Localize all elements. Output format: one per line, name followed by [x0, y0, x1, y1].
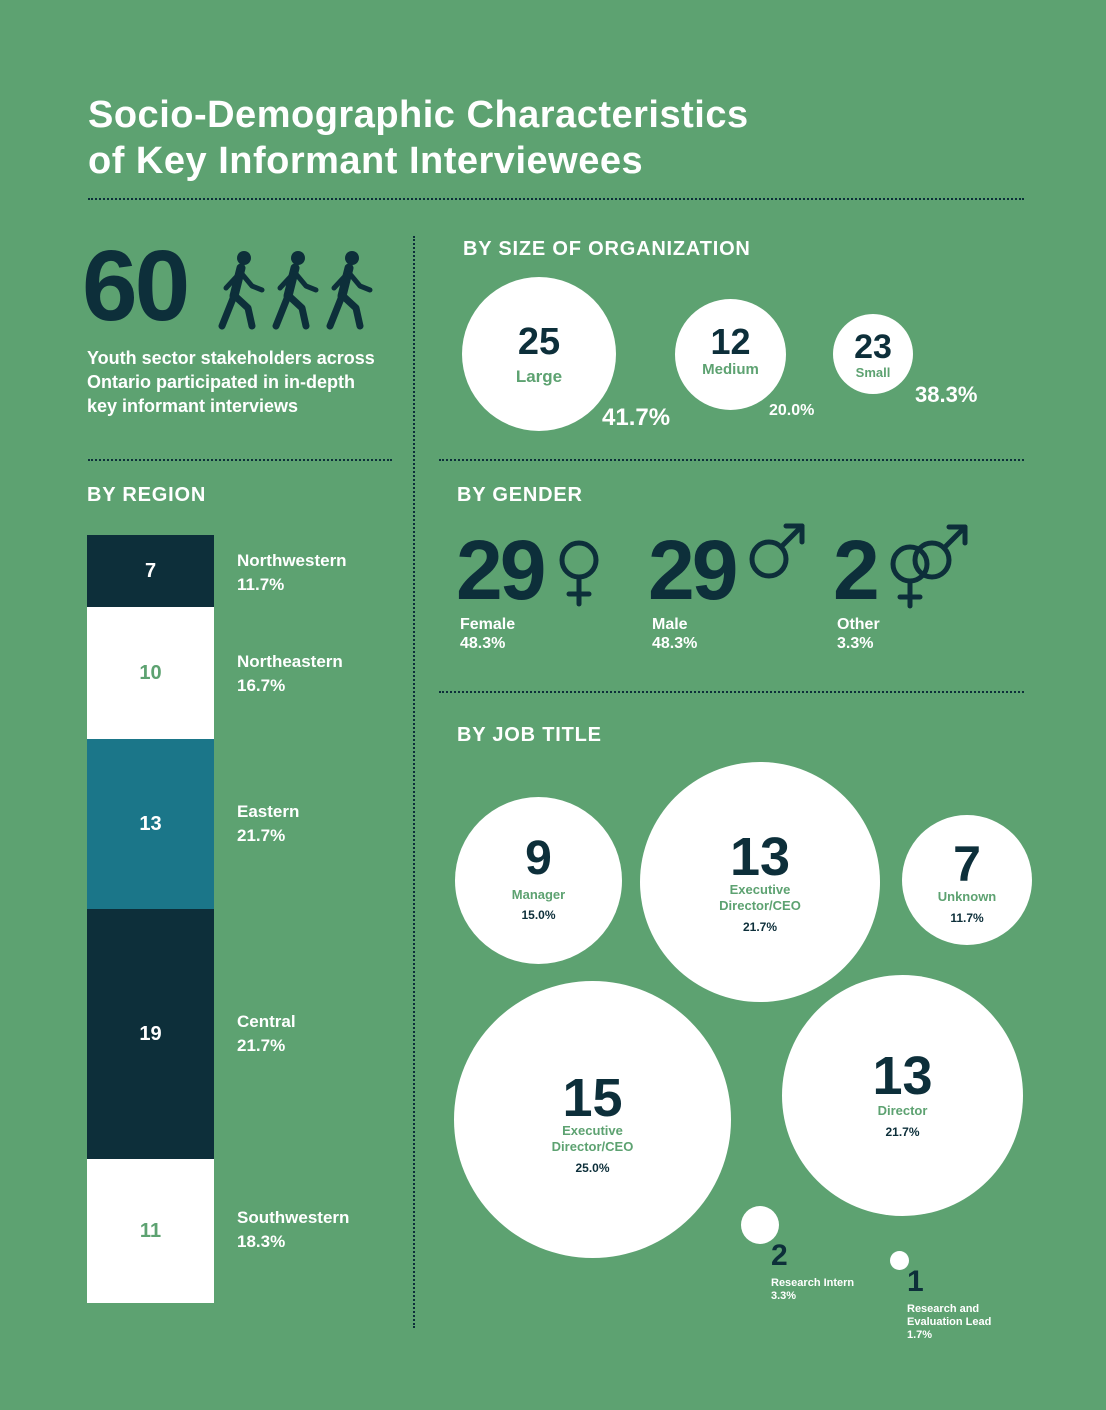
region-label-central: Central 21.7%: [237, 1012, 296, 1055]
size-pct-large: 41.7%: [602, 404, 671, 431]
job-count-research-intern: 2: [771, 1239, 788, 1272]
region-bar-southwestern: 11: [87, 1159, 214, 1303]
job-circle-unknown: 7 Unknown 11.7%: [902, 815, 1032, 945]
divider-vertical: [413, 236, 415, 1328]
job-circle-executive-director-b: 15 Executive Director/CEO 25.0%: [454, 981, 731, 1258]
size-pct-medium: 20.0%: [769, 402, 815, 419]
gender-label-other: Other 3.3%: [837, 616, 880, 652]
divider-top: [88, 198, 1024, 200]
region-bar-northeastern: 10: [87, 607, 214, 739]
size-label-medium: Medium: [702, 361, 759, 378]
gender-label-female: Female 48.3%: [460, 616, 516, 652]
total-count: 60: [82, 230, 190, 342]
job-label-research-intern: Research Intern 3.3%: [771, 1277, 855, 1302]
intersex-symbol-icon: [890, 524, 968, 609]
gender-label-male: Male 48.3%: [652, 616, 698, 652]
job-circle-manager: 9 Manager 15.0%: [455, 797, 622, 964]
page-title: Socio-Demographic Characteristics of Key…: [88, 92, 749, 184]
job-circle-director: 13 Director 21.7%: [782, 975, 1023, 1216]
region-label-northeastern: Northeastern 16.7%: [237, 652, 343, 695]
size-circle-small: 23 Small: [833, 314, 913, 394]
size-count-small: 23: [854, 328, 892, 366]
size-label-large: Large: [515, 367, 563, 386]
title-line-1: Socio-Demographic Characteristics: [88, 94, 749, 136]
region-bar-eastern: 13: [87, 739, 214, 909]
job-circle-research-intern: [741, 1206, 779, 1244]
divider-right-2: [439, 691, 1024, 693]
region-heading: BY REGION: [87, 484, 207, 506]
gender-count-male: 29: [648, 523, 738, 617]
size-circle-medium: 12 Medium: [675, 299, 786, 410]
divider-right-1: [439, 459, 1024, 461]
size-label-small: Small: [855, 365, 891, 380]
size-pct-small: 38.3%: [915, 382, 978, 407]
region-bar-northwestern: 7: [87, 535, 214, 607]
region-label-eastern: Eastern 21.7%: [237, 802, 300, 845]
title-line-2: of Key Informant Interviewees: [88, 140, 644, 182]
divider-left: [88, 459, 392, 461]
region-bar-central: 19: [87, 909, 214, 1159]
gender-count-female: 29: [456, 523, 546, 617]
intro-description: Youth sector stakeholders across Ontario…: [87, 348, 375, 416]
gender-heading: BY GENDER: [457, 484, 583, 506]
region-label-northwestern: Northwestern 11.7%: [237, 551, 347, 594]
job-circle-executive-director-a: 13 Executive Director/CEO 21.7%: [640, 762, 880, 1002]
size-count-medium: 12: [710, 321, 751, 362]
job-count-research-lead: 1: [907, 1265, 924, 1298]
female-symbol-icon: [559, 540, 599, 607]
gender-count-other: 2: [833, 523, 880, 617]
size-heading: BY SIZE OF ORGANIZATION: [463, 238, 751, 260]
region-label-southwestern: Southwestern 18.3%: [237, 1208, 350, 1251]
male-symbol-icon: [749, 523, 805, 579]
job-label-research-lead: Research and Evaluation Lead 1.7%: [907, 1303, 992, 1341]
size-count-large: 25: [517, 321, 561, 363]
size-circle-large: 25 Large: [462, 277, 616, 431]
job-circle-research-lead: [890, 1251, 909, 1270]
walking-person-icon: [218, 248, 374, 330]
job-heading: BY JOB TITLE: [457, 724, 602, 746]
